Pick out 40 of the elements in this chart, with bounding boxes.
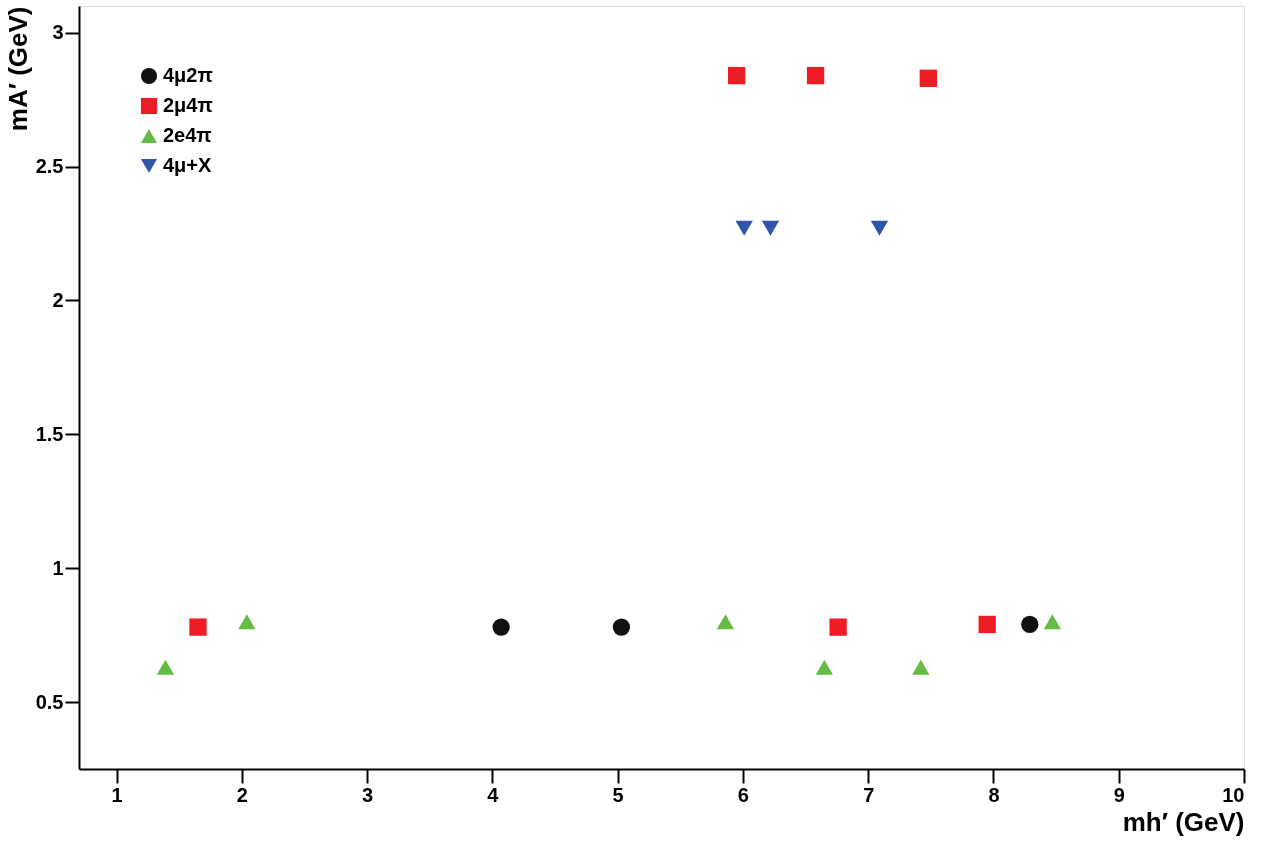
legend-label: 4μ+X [163, 154, 213, 176]
x-tick-label: 6 [737, 783, 749, 806]
point [829, 618, 847, 636]
point [1043, 614, 1061, 630]
point [978, 615, 996, 634]
y-tick-label: 0.5 [35, 690, 64, 713]
x-tick-label: 7 [863, 783, 875, 806]
point [919, 69, 937, 87]
point [612, 618, 631, 636]
y-axis-title: mA′ (GeV) [2, 6, 33, 132]
point [728, 66, 746, 85]
point [716, 614, 735, 630]
y-tick-label: 3 [52, 21, 64, 44]
y-tick-label: 1.5 [35, 422, 64, 445]
point [815, 659, 834, 675]
point [735, 220, 753, 236]
x-tick-label: 9 [1113, 783, 1125, 806]
point [870, 220, 889, 236]
point [189, 618, 207, 636]
point [912, 659, 930, 675]
x-tick-label: 10 [1222, 783, 1245, 806]
legend-label: 2μ4π [163, 94, 213, 116]
legend-label: 4μ2π [163, 64, 213, 86]
y-tick-label: 1 [52, 556, 64, 579]
x-tick-label: 4 [487, 783, 500, 806]
point [1021, 615, 1039, 634]
x-tick-label: 2 [236, 783, 248, 806]
point [761, 220, 780, 236]
x-tick-label: 3 [362, 783, 374, 806]
y-tick-label: 2.5 [35, 155, 64, 178]
point [806, 66, 825, 85]
legend-label: 2e4π [163, 124, 212, 146]
y-tick-label: 2 [52, 288, 64, 311]
x-axis-title: mh′ (GeV) [1122, 806, 1245, 837]
x-tick-label: 8 [988, 783, 1000, 806]
point [238, 614, 256, 630]
x-tick-label: 5 [612, 783, 624, 806]
point [156, 659, 175, 675]
x-tick-label: 1 [111, 783, 123, 806]
point [492, 618, 510, 636]
